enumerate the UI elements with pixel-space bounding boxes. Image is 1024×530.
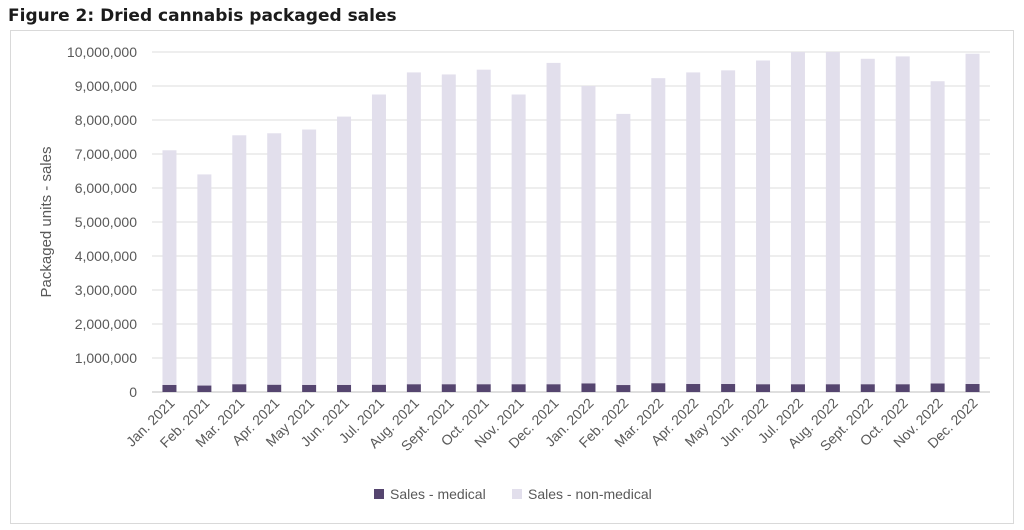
bar-medical (267, 384, 282, 392)
bar-non-medical (686, 72, 701, 385)
bar-non-medical (651, 78, 666, 384)
bars (162, 52, 980, 392)
y-tick-label: 0 (129, 384, 137, 400)
bar-non-medical (511, 94, 526, 385)
bar-medical (371, 384, 386, 392)
bar-non-medical (895, 56, 910, 385)
bar-non-medical (721, 70, 736, 385)
bar-non-medical (162, 150, 177, 385)
bar-medical (721, 384, 736, 392)
bar-medical (930, 383, 945, 392)
bar-non-medical (232, 135, 247, 385)
bar-medical (965, 384, 980, 392)
bar-non-medical (371, 94, 386, 385)
figure-title: Figure 2: Dried cannabis packaged sales (8, 6, 397, 26)
legend-item-non-medical: Sales - non-medical (512, 486, 652, 502)
legend-swatch (374, 489, 384, 499)
bar-medical (197, 385, 212, 392)
bar-medical (546, 384, 561, 392)
bar-non-medical (860, 58, 875, 385)
bar-non-medical (337, 116, 352, 385)
legend-item-medical: Sales - medical (374, 486, 486, 502)
bar-medical (302, 384, 317, 392)
bar-medical (581, 383, 596, 392)
bar-non-medical (616, 113, 631, 386)
bar-non-medical (581, 86, 596, 384)
bar-medical (756, 384, 771, 392)
bar-medical (616, 385, 631, 392)
bar-non-medical (197, 174, 212, 386)
bar-medical (825, 384, 840, 392)
bar-non-medical (965, 53, 980, 385)
bar-non-medical (790, 52, 805, 385)
y-axis-label: Packaged units - sales (38, 147, 55, 298)
gridlines (152, 51, 990, 393)
y-tick-label: 4,000,000 (75, 248, 137, 264)
y-tick-label: 7,000,000 (75, 146, 137, 162)
y-tick-label: 2,000,000 (75, 316, 137, 332)
bar-non-medical (267, 133, 282, 385)
legend-label: Sales - non-medical (528, 486, 652, 502)
legend-label: Sales - medical (390, 486, 486, 502)
bar-medical (860, 384, 875, 392)
bar-medical (651, 383, 666, 392)
bar-medical (406, 384, 421, 392)
y-tick-label: 1,000,000 (75, 350, 137, 366)
bar-medical (162, 384, 177, 392)
bar-medical (476, 384, 491, 392)
bar-non-medical (441, 74, 456, 385)
bar-non-medical (406, 72, 421, 385)
bar-medical (511, 384, 526, 392)
y-tick-label: 3,000,000 (75, 282, 137, 298)
bar-medical (686, 384, 701, 392)
bar-medical (895, 384, 910, 392)
bar-medical (441, 384, 456, 392)
bar-non-medical (825, 52, 840, 385)
bar-medical (790, 384, 805, 392)
y-tick-label: 5,000,000 (75, 214, 137, 230)
y-tick-label: 6,000,000 (75, 180, 137, 196)
y-tick-label: 10,000,000 (67, 44, 137, 60)
bar-non-medical (476, 69, 491, 385)
legend: Sales - medical Sales - non-medical (374, 486, 652, 502)
bar-non-medical (756, 60, 771, 385)
bar-non-medical (302, 129, 317, 385)
y-tick-label: 9,000,000 (75, 78, 137, 94)
bar-non-medical (930, 81, 945, 384)
y-tick-label: 8,000,000 (75, 112, 137, 128)
legend-swatch (512, 489, 522, 499)
bar-non-medical (546, 62, 561, 385)
y-axis-ticks: 0 1,000,000 2,000,000 3,000,000 4,000,000 5,0… (67, 44, 137, 400)
bar-medical (337, 384, 352, 392)
chart-frame (10, 30, 1014, 524)
bar-medical (232, 384, 247, 392)
